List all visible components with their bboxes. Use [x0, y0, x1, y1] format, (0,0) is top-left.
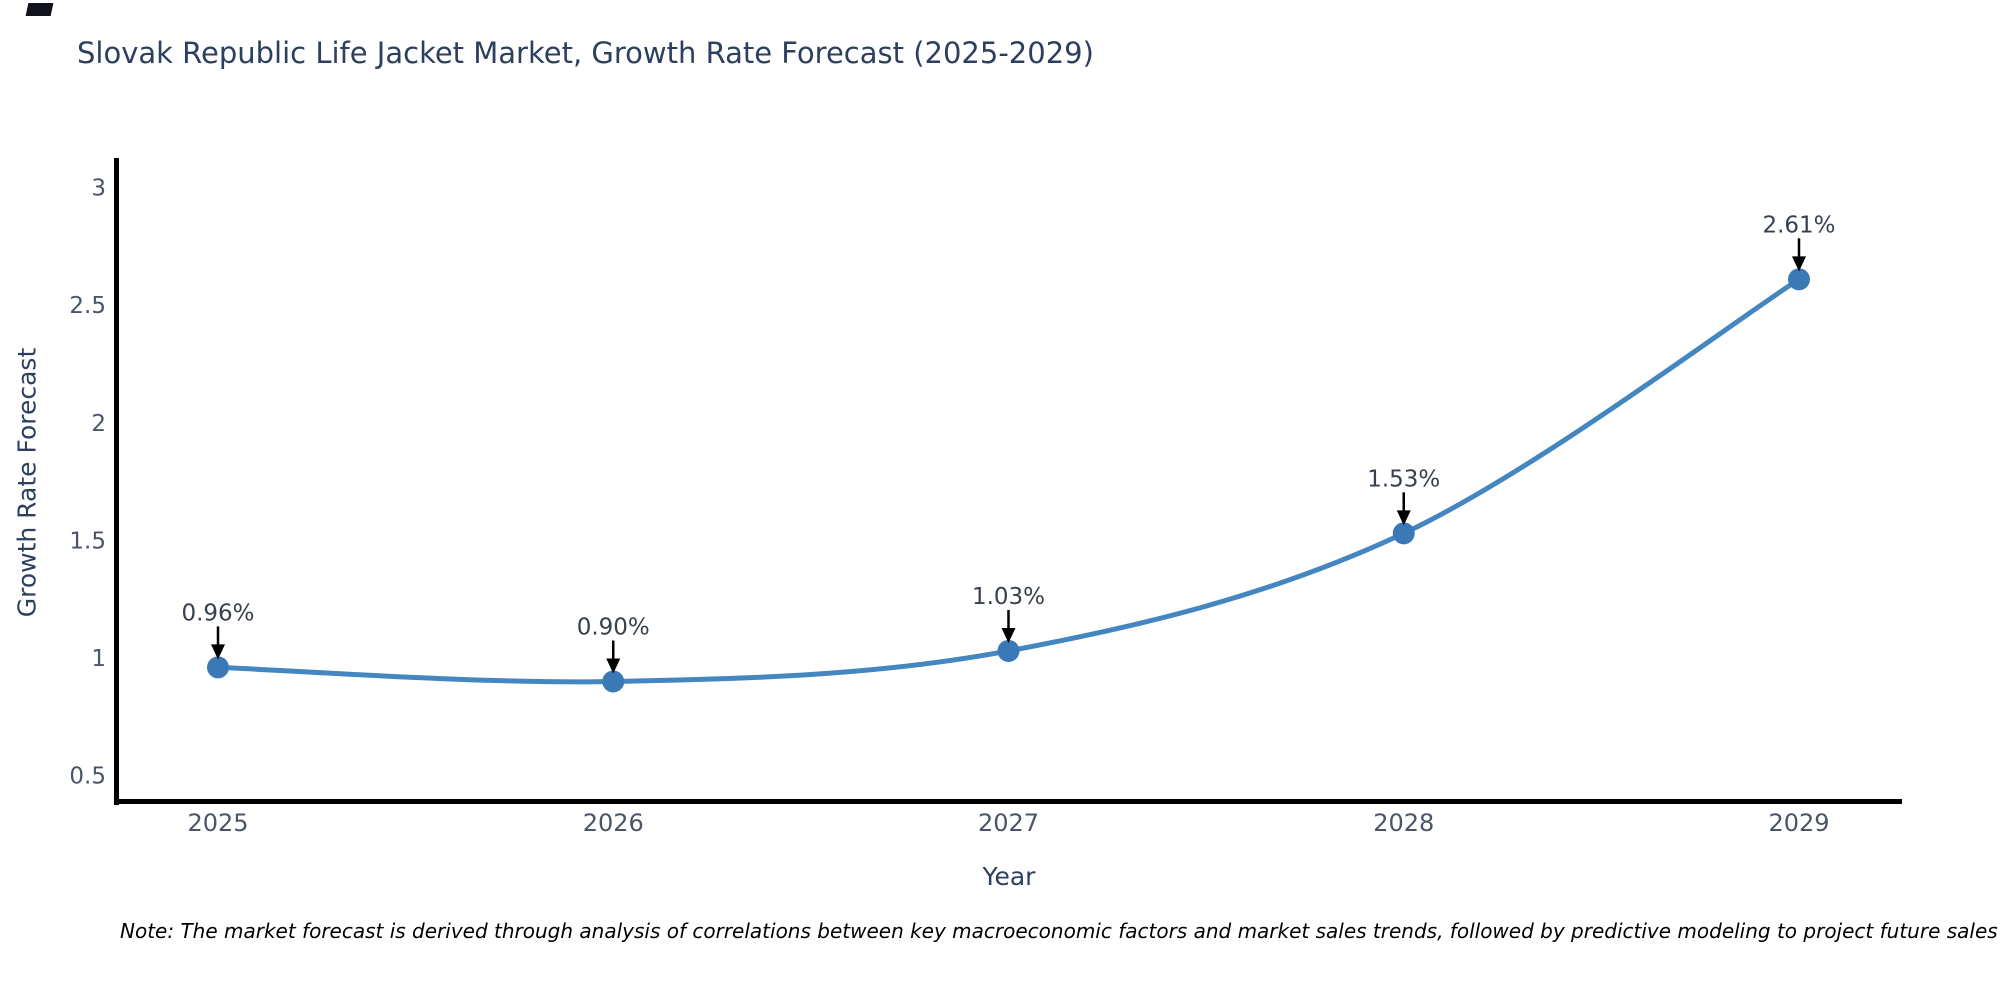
chart-title: Slovak Republic Life Jacket Market, Grow…: [77, 36, 1094, 70]
y-tick-label: 1.5: [69, 528, 106, 554]
footnote: Note: The market forecast is derived thr…: [120, 919, 1998, 943]
annotation-arrowhead-icon: [1792, 256, 1806, 272]
x-tick-label: 2025: [187, 809, 248, 837]
data-point-2029: [1788, 268, 1810, 291]
point-label-2027: 1.03%: [972, 584, 1045, 610]
annotation-arrowhead-icon: [1001, 627, 1016, 643]
data-point-2027: [997, 639, 1020, 662]
x-tick-label: 2026: [583, 809, 644, 837]
annotation-arrowhead-icon: [211, 644, 225, 660]
y-tick-label: 2: [91, 411, 106, 437]
annotation-arrowhead-icon: [1396, 510, 1411, 526]
data-point-2025: [207, 656, 229, 679]
point-label-2029: 2.61%: [1762, 212, 1835, 238]
y-axis-title: Growth Rate Forecast: [12, 347, 42, 618]
x-tick-label: 2028: [1373, 809, 1434, 837]
annotation-arrowhead-icon: [606, 658, 621, 674]
y-axis-line: [114, 158, 119, 805]
y-tick-label: 2.5: [69, 293, 106, 319]
y-tick-label: 0.5: [69, 764, 106, 790]
x-tick-label: 2027: [978, 809, 1039, 837]
y-tick-label: 1: [91, 646, 106, 672]
data-point-2028: [1392, 522, 1415, 545]
point-label-2025: 0.96%: [181, 600, 254, 626]
y-tick-label: 3: [91, 176, 106, 202]
x-axis-line: [114, 799, 1902, 804]
point-label-2026: 0.90%: [577, 615, 650, 641]
x-tick-label: 2029: [1768, 809, 1829, 837]
data-point-2026: [602, 670, 625, 693]
point-label-2028: 1.53%: [1367, 466, 1440, 492]
x-axis-title: Year: [982, 862, 1036, 891]
